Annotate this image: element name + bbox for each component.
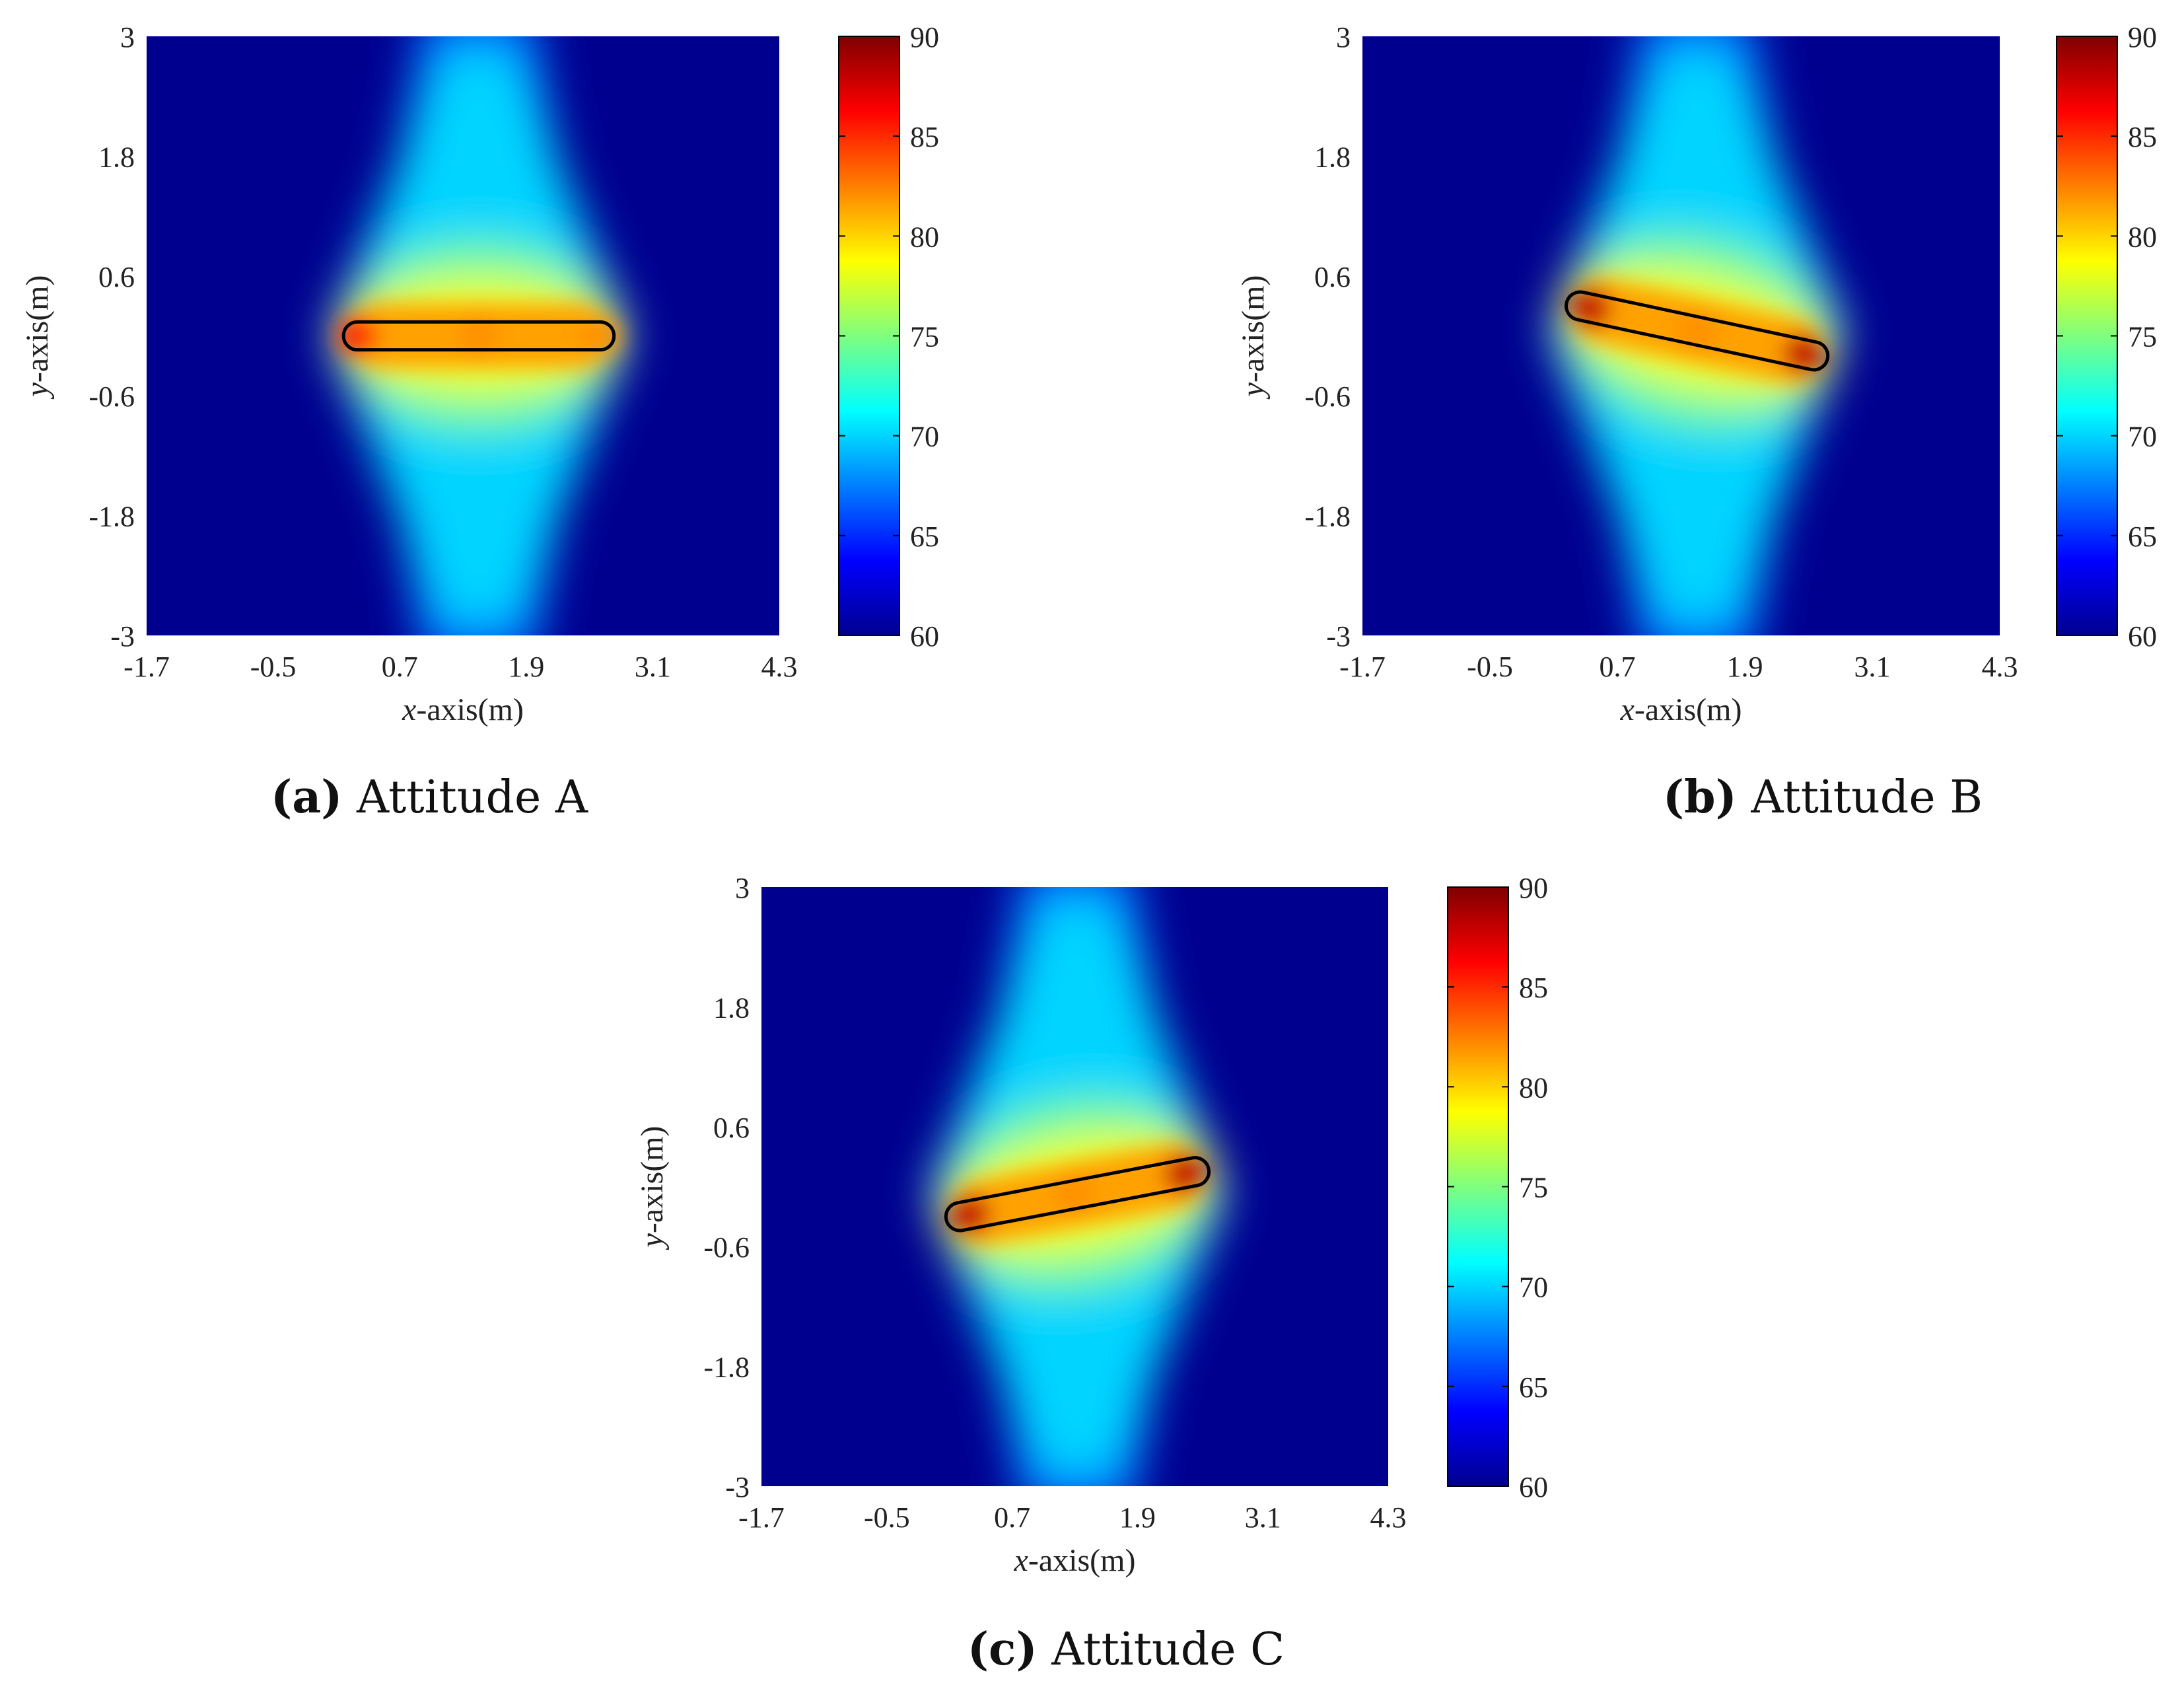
colorbar-tick-label: 60 [910, 620, 939, 653]
colorbar-tick-label: 60 [1519, 1471, 1548, 1503]
y-axis-title: y-axis(m) [635, 1126, 670, 1251]
colorbar-tick-label: 85 [2128, 121, 2157, 153]
colorbar-tick-label: 90 [2128, 21, 2157, 54]
x-tick-label: 0.7 [1600, 651, 1636, 683]
colorbar-tick-label: 85 [1519, 972, 1548, 1004]
x-tick-label: -1.7 [738, 1501, 785, 1534]
y-tick-label: 0.6 [1314, 261, 1351, 293]
hot-spot [1677, 310, 1717, 351]
y-tick-label: 3 [735, 872, 750, 904]
y-axis-title: y-axis(m) [20, 275, 55, 400]
panel-b: -1.7 -0.5 0.7 1.9 3.1 4.3 -3 -1.8 -0.6 0.6 1.8 3 x-a… [1236, 21, 2157, 824]
colorbar [2056, 36, 2118, 636]
colorbar-tick-label: 75 [910, 321, 939, 353]
hot-spot [950, 1194, 991, 1235]
y-tick-label: -1.8 [1304, 501, 1351, 533]
x-tick-label: 1.9 [1727, 651, 1763, 683]
y-tick-label: -1.8 [88, 501, 135, 533]
x-tick-label: 4.3 [1370, 1501, 1407, 1534]
hot-spot [1783, 334, 1823, 374]
heatmap-a [147, 36, 779, 635]
heatmap-b [1362, 36, 2000, 635]
x-tick-label: 4.3 [1982, 651, 2018, 683]
colorbar-tick-label: 65 [910, 520, 939, 553]
y-tick-label: -3 [110, 620, 135, 653]
colorbar-tick-label: 60 [2128, 620, 2157, 653]
y-tick-label: 0.6 [713, 1112, 750, 1144]
x-tick-label: 1.9 [508, 651, 544, 683]
y-tick-label: -3 [725, 1471, 750, 1503]
colorbar-tick-label: 65 [2128, 520, 2157, 553]
y-tick-label: -0.6 [703, 1231, 750, 1264]
x-axis-title: x-axis(m) [1620, 692, 1742, 727]
colorbar-tick-label: 90 [910, 21, 939, 54]
colorbar-tick-label: 75 [1519, 1172, 1548, 1204]
x-axis-title: x-axis(m) [1014, 1543, 1136, 1578]
panel-caption: (c) Attitude C [968, 1623, 1285, 1676]
y-tick-label: 3 [120, 21, 135, 54]
colorbar [1447, 886, 1509, 1487]
x-tick-label: 3.1 [1245, 1501, 1281, 1534]
y-tick-label: 1.8 [98, 141, 135, 173]
x-tick-label: -0.5 [1467, 651, 1513, 683]
y-tick-label: 0.6 [98, 261, 135, 293]
hot-spot [458, 316, 499, 356]
colorbar-tick-label: 75 [2128, 321, 2157, 353]
colorbar-tick-label: 70 [910, 421, 939, 453]
colorbar-tick-label: 90 [1519, 872, 1548, 904]
hot-spot [1164, 1153, 1205, 1194]
panel-caption: (b) Attitude B [1663, 771, 1983, 824]
y-axis-title: y-axis(m) [1236, 275, 1271, 400]
colorbar [838, 36, 900, 636]
x-tick-label: -0.5 [864, 1501, 910, 1534]
object-outline [944, 1156, 1211, 1233]
panel-a: -1.7 -0.5 0.7 1.9 3.1 4.3 -3 -1.8 -0.6 0.6 1.8 3 x-a… [20, 21, 939, 824]
colorbar-tick-label: 80 [2128, 221, 2157, 253]
x-tick-label: 4.3 [761, 651, 798, 683]
x-tick-label: 3.1 [1854, 651, 1891, 683]
y-tick-label: 1.8 [713, 991, 750, 1024]
panel-c: -1.7 -0.5 0.7 1.9 3.1 4.3 -3 -1.8 -0.6 0.6 1.8 3 x-a… [635, 872, 1548, 1676]
y-tick-label: -0.6 [1304, 380, 1351, 413]
x-tick-label: -1.7 [1339, 651, 1386, 683]
y-tick-label: 3 [1336, 21, 1351, 54]
colorbar-tick-label: 65 [1519, 1371, 1548, 1404]
x-axis-title: x-axis(m) [402, 692, 524, 727]
panel-caption: (a) Attitude A [271, 771, 588, 824]
colorbar-tick-label: 85 [910, 121, 939, 153]
y-tick-label: -0.6 [88, 380, 135, 413]
colorbar-tick-label: 80 [910, 221, 939, 253]
y-tick-label: 1.8 [1314, 141, 1351, 173]
colorbar-tick-label: 70 [2128, 421, 2157, 453]
heatmap-core [337, 304, 620, 368]
object-outline [1565, 290, 1830, 372]
x-tick-label: -1.7 [123, 651, 170, 683]
colorbar-tick-label: 70 [1519, 1272, 1548, 1304]
x-tick-label: 3.1 [635, 651, 671, 683]
heatmap-c [761, 887, 1388, 1486]
x-tick-label: 1.9 [1119, 1501, 1156, 1534]
object-outline [341, 320, 616, 352]
x-tick-label: 0.7 [382, 651, 418, 683]
heatmap-field [929, 887, 1226, 1486]
colorbar-tick-label: 80 [1519, 1071, 1548, 1104]
y-tick-label: -3 [1326, 620, 1351, 653]
hot-spot [1570, 287, 1611, 328]
x-tick-label: 0.7 [994, 1501, 1030, 1534]
y-tick-label: -1.8 [703, 1351, 750, 1384]
x-tick-label: -0.5 [250, 651, 297, 683]
